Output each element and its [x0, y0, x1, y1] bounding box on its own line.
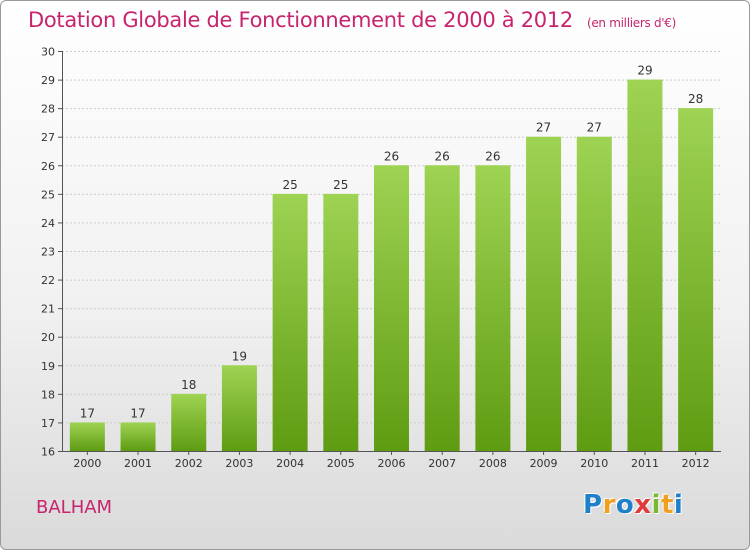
bar	[627, 79, 663, 452]
y-tick-label: 28	[41, 103, 55, 116]
bar-value-label: 18	[181, 378, 196, 392]
y-tick-label: 20	[41, 331, 55, 344]
bar-value-label: 25	[333, 178, 348, 192]
y-tick-label: 23	[41, 246, 55, 259]
y-tick-label: 16	[41, 446, 55, 459]
bar	[171, 393, 207, 451]
bar-value-label: 28	[688, 92, 703, 106]
chart-subtitle: (en milliers d'€)	[586, 16, 676, 30]
x-tick-label: 2005	[327, 457, 355, 470]
title-text: Dotation Globale de Fonctionnement de 20…	[28, 8, 573, 32]
bar	[272, 193, 308, 451]
y-tick-label: 30	[41, 46, 55, 59]
x-tick-label: 2003	[225, 457, 253, 470]
x-tick-label: 2010	[580, 457, 608, 470]
x-tick-label: 2004	[276, 457, 304, 470]
bar-value-label: 26	[435, 149, 450, 163]
bar-value-label: 26	[384, 149, 399, 163]
logo-letter: r	[602, 490, 616, 520]
y-tick-label: 26	[41, 160, 55, 173]
bar	[221, 365, 257, 451]
chart-title: Dotation Globale de Fonctionnement de 20…	[28, 8, 676, 32]
bar	[69, 422, 105, 451]
bar	[576, 136, 612, 451]
x-tick-label: 2001	[124, 457, 152, 470]
logo-letter: i	[651, 490, 661, 520]
bar	[120, 422, 156, 451]
y-tick-label: 24	[41, 217, 55, 230]
bar-value-label: 17	[130, 406, 145, 420]
proxiti-logo: Proxiti	[583, 490, 683, 520]
bar-value-label: 19	[232, 349, 247, 363]
x-tick-label: 2006	[378, 457, 406, 470]
logo-letter: P	[583, 490, 603, 520]
bar-value-label: 25	[282, 178, 297, 192]
logo-letter: t	[660, 490, 674, 520]
x-tick-label: 2007	[428, 457, 456, 470]
x-tick-label: 2011	[631, 457, 659, 470]
x-tick-label: 2009	[530, 457, 558, 470]
y-tick-label: 25	[41, 188, 55, 201]
y-tick-label: 17	[41, 417, 55, 430]
bar-value-label: 17	[80, 406, 95, 420]
y-tick-label: 19	[41, 360, 55, 373]
bar-value-label: 27	[587, 121, 602, 135]
y-tick-label: 29	[41, 74, 55, 87]
logo-letter: o	[615, 490, 635, 520]
y-tick-label: 21	[41, 303, 55, 316]
bar-value-label: 29	[637, 64, 652, 78]
commune-name: BALHAM	[36, 497, 113, 518]
logo-letter: x	[634, 490, 652, 520]
x-tick-label: 2012	[682, 457, 710, 470]
y-tick-label: 22	[41, 274, 55, 287]
bar-value-label: 26	[485, 149, 500, 163]
logo-letter: i	[673, 490, 684, 520]
bar-value-label: 27	[536, 121, 551, 135]
y-tick-label: 27	[41, 131, 55, 144]
x-tick-label: 2000	[73, 457, 101, 470]
bar	[526, 136, 562, 451]
bar	[678, 108, 714, 452]
y-tick-label: 18	[41, 388, 55, 401]
bar	[424, 165, 460, 452]
x-tick-label: 2008	[479, 457, 507, 470]
x-tick-label: 2002	[175, 457, 203, 470]
bar	[475, 165, 511, 452]
bar	[374, 165, 409, 452]
bar	[323, 193, 359, 451]
